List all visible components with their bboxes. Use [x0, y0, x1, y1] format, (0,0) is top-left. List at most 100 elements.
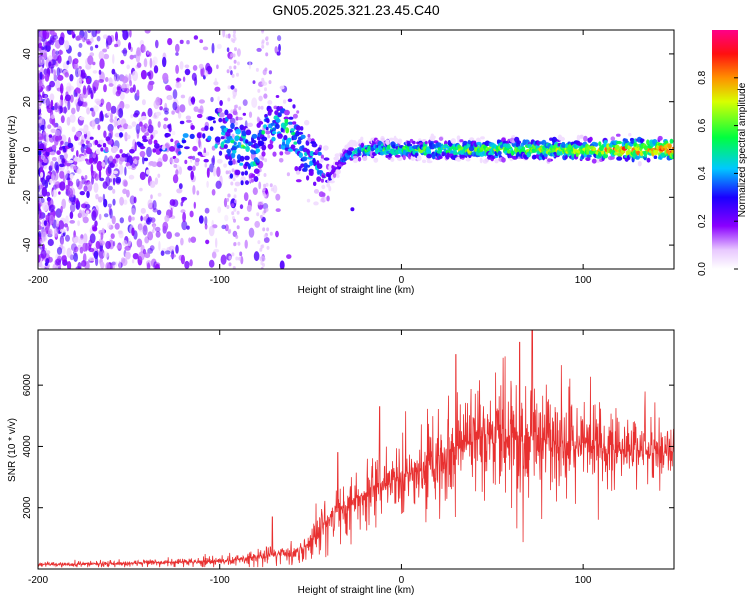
heatmap-cell	[272, 151, 277, 157]
heatmap-cell	[45, 30, 51, 33]
heatmap-cell	[40, 155, 46, 160]
heatmap-cell	[300, 126, 304, 131]
heatmap-cell	[579, 134, 584, 139]
heatmap-cell	[234, 88, 238, 93]
heatmap-cell	[241, 130, 247, 137]
colorbar-ticks: 0.0 0.2 0.4 0.6 0.8	[697, 70, 738, 276]
snr-y-label: SNR (10 * v/v)	[7, 418, 18, 482]
heatmap-cell	[189, 210, 194, 218]
heatmap-cell	[274, 110, 279, 116]
heatmap-cell	[86, 40, 92, 46]
heatmap-cell	[224, 109, 229, 116]
heatmap-cell	[110, 105, 117, 114]
heatmap-cell	[228, 228, 232, 233]
heatmap-cell	[261, 44, 265, 49]
heatmap-cell	[131, 216, 135, 221]
heatmap-cell	[468, 146, 475, 152]
heatmap-cell	[142, 138, 149, 143]
heatmap-cell	[50, 99, 54, 108]
heatmap-cell	[239, 155, 245, 162]
heatmap-cell	[261, 254, 265, 259]
heatmap-cell	[95, 240, 101, 250]
heatmap-cell	[58, 220, 65, 231]
heatmap-cell	[192, 145, 198, 152]
heatmap-cell	[88, 247, 95, 253]
heatmap-cell	[119, 217, 125, 224]
snr-x-tick-label: -100	[210, 575, 230, 586]
heatmap-cell	[47, 238, 54, 247]
heatmap-cell	[516, 140, 522, 145]
heatmap-cell	[83, 30, 88, 41]
heatmap-cell	[48, 61, 52, 67]
heatmap-cell	[182, 133, 189, 138]
heatmap-cell	[179, 104, 186, 113]
heatmap-cell	[48, 165, 53, 172]
heatmap-cell	[248, 111, 253, 118]
heatmap-cell	[110, 174, 116, 179]
heatmap-cell	[203, 158, 209, 163]
heatmap-cell	[204, 223, 208, 230]
heatmap-cell	[38, 37, 42, 43]
heatmap-cell	[56, 247, 63, 255]
heatmap-cell	[296, 110, 300, 114]
heatmap-cell	[303, 166, 308, 172]
heatmap-cell	[173, 164, 178, 168]
heatmap-cell	[66, 60, 70, 65]
heatmap-cell	[45, 85, 51, 92]
heatmap-cell	[52, 49, 58, 60]
heatmap-cell	[89, 37, 94, 43]
heatmap-cell	[268, 80, 272, 85]
heatmap-cell	[323, 157, 330, 161]
heatmap-cell	[61, 106, 68, 114]
heatmap-x-tick-label: -100	[210, 275, 230, 286]
heatmap-cell	[252, 80, 256, 84]
heatmap-cell	[286, 172, 290, 177]
heatmap-cell	[589, 136, 593, 142]
heatmap-cell	[98, 79, 104, 83]
heatmap-cell	[614, 152, 619, 156]
heatmap-cell	[105, 77, 109, 82]
heatmap-cell	[240, 180, 244, 186]
heatmap-cell	[86, 147, 91, 151]
heatmap-cell	[81, 209, 85, 220]
heatmap-cell	[38, 150, 42, 156]
heatmap-cell	[40, 249, 47, 259]
heatmap-cell	[155, 96, 161, 106]
heatmap-cell	[226, 113, 233, 120]
heatmap-cell	[390, 157, 395, 162]
heatmap-cell	[300, 134, 306, 139]
heatmap-cell	[585, 157, 591, 161]
heatmap-cell	[245, 139, 249, 144]
heatmap-cell	[56, 67, 61, 77]
heatmap-cell	[184, 260, 190, 269]
heatmap-cell	[67, 180, 74, 187]
heatmap-cell	[132, 70, 138, 82]
heatmap-cell	[57, 159, 63, 163]
heatmap-cell	[157, 192, 162, 197]
heatmap-cell	[198, 99, 205, 104]
heatmap-cell	[178, 183, 183, 190]
heatmap-cell	[246, 204, 252, 212]
heatmap-cell	[357, 156, 362, 162]
heatmap-cell	[209, 116, 216, 120]
heatmap-cell	[229, 117, 236, 125]
heatmap-cell	[108, 83, 114, 87]
heatmap-cell	[238, 106, 242, 111]
heatmap-cell	[155, 231, 161, 238]
heatmap-cell	[295, 125, 301, 131]
heatmap-cell	[265, 41, 269, 46]
heatmap-cell	[600, 150, 606, 155]
heatmap-cell	[85, 158, 89, 162]
heatmap-cell	[64, 105, 67, 115]
heatmap-cell	[146, 146, 152, 158]
heatmap-y-tick-label: 0	[22, 146, 33, 152]
heatmap-cell	[162, 153, 168, 162]
heatmap-cell	[89, 136, 94, 140]
heatmap-cell	[252, 187, 258, 196]
heatmap-cell	[268, 70, 272, 75]
heatmap-cell	[38, 116, 42, 120]
heatmap-cell	[388, 153, 392, 158]
heatmap-cell	[235, 169, 241, 176]
heatmap-cell	[126, 64, 130, 70]
heatmap-cell	[42, 91, 45, 99]
